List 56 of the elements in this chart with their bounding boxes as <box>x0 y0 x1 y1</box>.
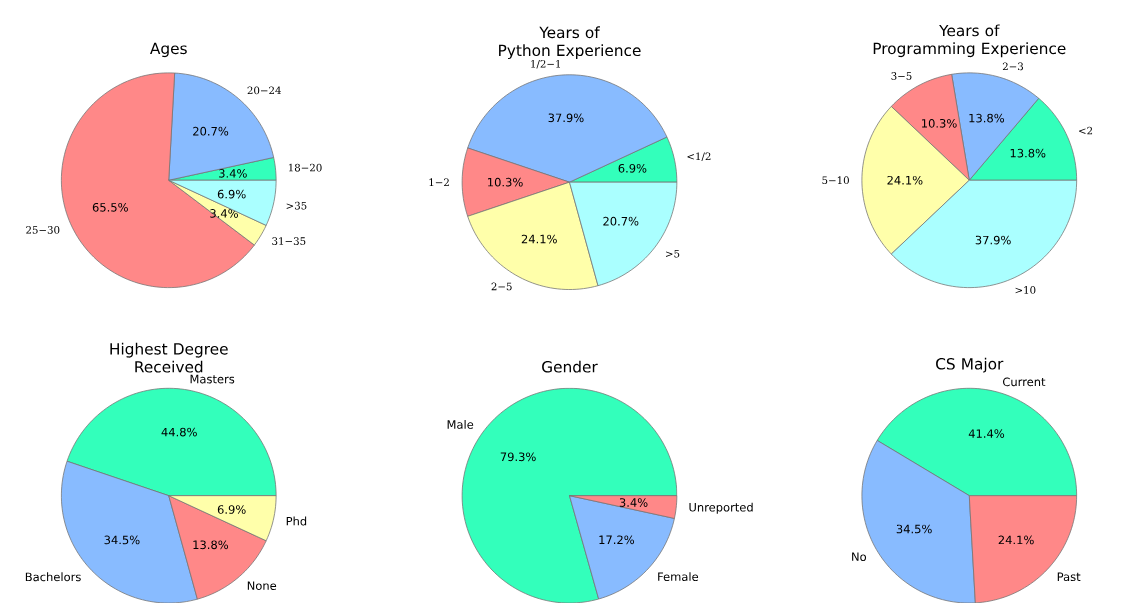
data-label: 37.9% <box>548 113 584 122</box>
data-label: 79.3% <box>500 452 536 461</box>
slice-label: Past <box>1057 572 1081 581</box>
chart-title: Years of Programming Experience <box>873 24 1066 57</box>
slice-label: Bachelors <box>25 572 81 582</box>
data-label: 65.5% <box>92 202 128 212</box>
data-label: 3.4% <box>210 208 238 218</box>
data-label: 34.5% <box>896 524 932 534</box>
data-label: 41.4% <box>968 429 1005 438</box>
slice-label: >5 <box>666 249 680 258</box>
slice-label: 31−35 <box>272 236 306 245</box>
slice-label: 5−10 <box>822 176 849 184</box>
data-label: 6.9% <box>217 189 246 199</box>
slice-label: 3−5 <box>891 71 912 80</box>
slice-label: 2−5 <box>491 282 512 291</box>
slice-label: <1/2 <box>687 152 711 161</box>
slice-label: 1−2 <box>429 178 449 186</box>
data-label: 13.8% <box>969 113 1005 123</box>
slice-label: None <box>247 581 277 590</box>
data-label: 6.9% <box>217 504 246 514</box>
data-label: 10.3% <box>922 118 957 128</box>
data-label: 13.8% <box>193 540 229 549</box>
data-label: 24.1% <box>887 175 923 185</box>
chart-title: Ages <box>150 42 187 57</box>
slice-label: Male <box>447 419 474 429</box>
data-label: 3.4% <box>219 168 247 178</box>
data-label: 44.8% <box>161 427 197 437</box>
data-label: 20.7% <box>193 126 229 136</box>
chart-title: Gender <box>542 360 598 373</box>
slice-label: 20−24 <box>247 86 281 95</box>
data-label: 20.7% <box>603 216 639 226</box>
chart-title: CS Major <box>936 357 1004 373</box>
slice-label: 1/2−1 <box>531 59 560 69</box>
slice-label: >35 <box>286 201 307 210</box>
data-label: 17.2% <box>599 535 635 544</box>
slice-label: 25−30 <box>26 225 60 234</box>
slice-label: Unreported <box>689 502 753 514</box>
data-label: 6.9% <box>618 163 647 173</box>
data-label: 24.1% <box>521 234 557 244</box>
data-label: 37.9% <box>975 235 1011 245</box>
slice-label: Female <box>658 571 699 581</box>
data-label: 24.1% <box>998 535 1034 545</box>
slice-label: <2 <box>1079 126 1093 135</box>
slice-label: 18−20 <box>288 163 322 172</box>
data-label: 34.5% <box>104 535 140 545</box>
slice-label: >10 <box>1015 285 1036 294</box>
slice-label: Phd <box>286 516 307 526</box>
slice-label: 2−3 <box>1002 62 1024 71</box>
slice-label: Masters <box>190 374 235 384</box>
data-label: 3.4% <box>619 497 648 507</box>
slice-label: No <box>852 552 867 561</box>
chart-title: Years of Python Experience <box>499 26 641 59</box>
slice-label: Current <box>1002 377 1046 386</box>
chart-title: Highest Degree Received <box>110 342 228 373</box>
data-label: 10.3% <box>488 177 523 187</box>
data-label: 13.8% <box>1010 148 1046 158</box>
